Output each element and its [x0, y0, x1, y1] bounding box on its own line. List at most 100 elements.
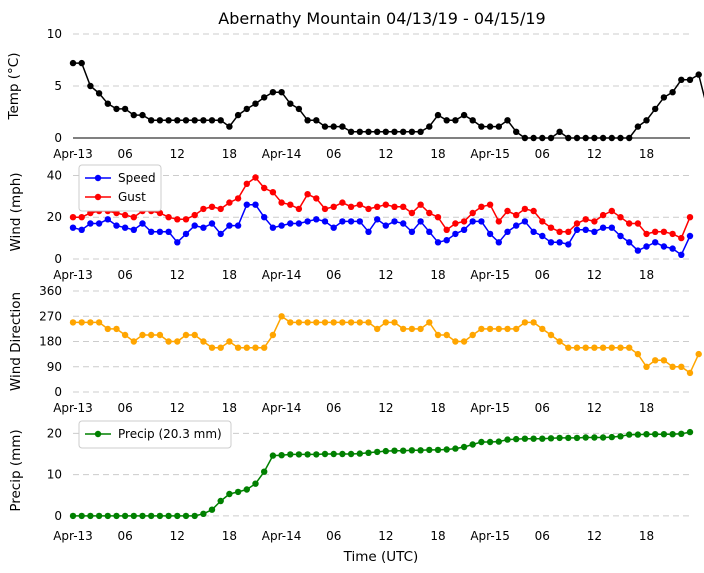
data-point [234, 111, 242, 119]
data-point [599, 434, 607, 441]
data-point [339, 123, 346, 130]
data-point [121, 211, 129, 219]
data-point [217, 117, 224, 124]
data-point [226, 490, 233, 498]
data-point [443, 331, 450, 339]
data-point [573, 434, 581, 442]
data-point [599, 344, 607, 351]
data-point [643, 363, 650, 370]
data-point [599, 224, 607, 231]
data-point [182, 117, 190, 124]
data-point [374, 216, 381, 223]
x-tick-label: 18 [430, 147, 445, 161]
data-point [434, 446, 442, 454]
x-tick-label: 18 [430, 401, 445, 415]
data-point [191, 512, 198, 520]
data-point [243, 105, 250, 113]
data-point [356, 218, 363, 225]
data-point [191, 211, 198, 219]
legend-label: Precip (20.3 mm) [118, 427, 222, 441]
data-point [530, 435, 537, 442]
data-point [226, 338, 233, 345]
data-point [408, 228, 416, 235]
data-point [678, 363, 685, 370]
y-axis-label: Wind (mph) [8, 172, 24, 251]
data-point [269, 331, 277, 339]
data-point [686, 428, 694, 436]
x-tick-label: 18 [222, 268, 237, 282]
x-tick-label: 12 [378, 147, 393, 161]
data-point [652, 228, 659, 235]
data-point [495, 325, 502, 333]
data-point [591, 344, 598, 351]
data-point [208, 203, 216, 210]
x-tick-label: 12 [587, 401, 602, 415]
y-tick-label: 20 [47, 426, 62, 440]
data-point [121, 331, 129, 339]
data-point [156, 228, 164, 235]
data-point [434, 331, 442, 339]
data-point [252, 100, 259, 107]
data-point [469, 209, 476, 217]
data-point [148, 512, 155, 520]
data-point [678, 251, 685, 258]
data-point [269, 189, 277, 196]
x-tick-label: 18 [222, 147, 237, 161]
data-point [130, 214, 137, 221]
data-point [243, 486, 250, 493]
data-point [573, 344, 581, 351]
data-point [504, 228, 511, 235]
data-point [573, 134, 581, 142]
data-point [530, 207, 537, 215]
x-tick-label: 12 [378, 401, 393, 415]
data-point [330, 319, 337, 326]
data-point [426, 209, 433, 217]
data-point [504, 207, 511, 215]
data-point [121, 105, 129, 113]
data-point [382, 222, 389, 229]
data-point [391, 203, 398, 210]
data-point [591, 134, 598, 142]
data-point [539, 435, 546, 442]
data-point [261, 344, 268, 351]
x-tick-label: 06 [118, 401, 133, 415]
data-point [104, 325, 112, 333]
data-point [634, 350, 642, 358]
data-point [547, 224, 555, 231]
data-point [495, 239, 502, 246]
y-tick-label: 20 [47, 210, 62, 224]
data-point [356, 128, 363, 135]
data-point [252, 174, 259, 181]
data-point [200, 338, 207, 345]
data-point [139, 111, 146, 119]
data-point [643, 230, 650, 238]
data-point [113, 222, 120, 229]
data-point [426, 446, 433, 454]
data-point [660, 243, 668, 250]
data-point [382, 447, 389, 455]
data-point [208, 344, 216, 351]
data-point [556, 239, 563, 246]
data-point [582, 216, 589, 223]
data-point [278, 222, 285, 229]
data-point [643, 117, 650, 124]
data-point [304, 117, 311, 124]
y-tick-label: 0 [54, 131, 62, 145]
data-point [504, 436, 511, 443]
data-point [652, 357, 659, 364]
data-point [443, 226, 450, 233]
data-point [452, 230, 459, 238]
data-point [400, 325, 407, 333]
data-point [452, 445, 459, 452]
data-point [513, 435, 520, 443]
data-point [408, 325, 416, 333]
data-point [208, 220, 216, 227]
data-point [182, 331, 190, 339]
data-point [121, 512, 129, 520]
data-point [347, 128, 355, 135]
x-tick-label: 06 [535, 268, 550, 282]
data-point [295, 105, 303, 113]
data-point [608, 207, 615, 215]
data-point [374, 325, 381, 333]
data-point [660, 431, 668, 438]
